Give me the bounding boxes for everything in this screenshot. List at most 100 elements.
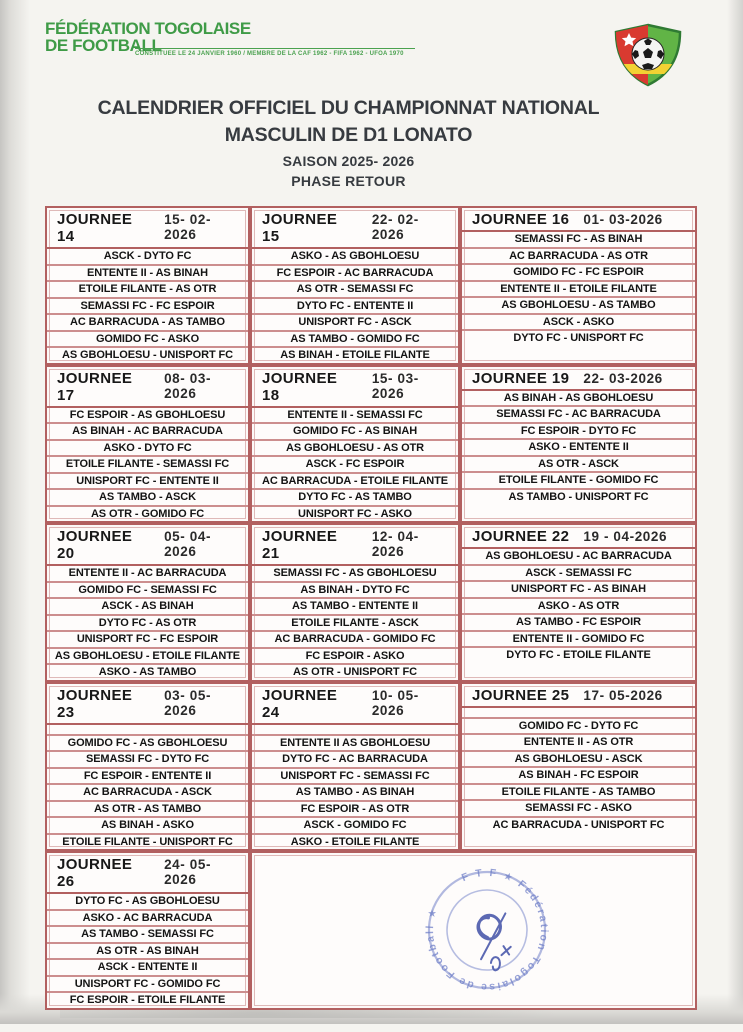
round-table: JOURNEE 23 03- 05-2026 GOMIDO FC - AS GB… xyxy=(45,681,250,851)
round-matches: ENTENTE II - SEMASSI FC GOMIDO FC - AS BI… xyxy=(252,408,458,522)
round-header: JOURNEE 19 22- 03-2026 xyxy=(462,367,695,391)
round-title: JOURNEE 19 xyxy=(472,369,570,387)
match-row: UNISPORT FC - ASCK xyxy=(252,315,458,332)
match-row: ETOILE FILANTE - AS OTR xyxy=(47,282,248,299)
org-subtitle: CONSTITUEE LE 24 JANVIER 1960 / MEMBRE D… xyxy=(135,48,415,57)
round-header: JOURNEE 22 19 - 04-2026 xyxy=(462,525,695,549)
match-row: DYTO FC - AS GBOHLOESU xyxy=(47,894,248,911)
round-date: 08- 03-2026 xyxy=(164,370,212,401)
round-title: JOURNEE 15 xyxy=(262,211,338,245)
stamp-cell: F T F ★ Fédération Togolaise de Football… xyxy=(250,845,697,1016)
ftf-crest-icon xyxy=(614,23,682,87)
round-date: 05- 04-2026 xyxy=(164,529,212,559)
match-row: AS BINAH - FC ESPOIR xyxy=(462,768,695,785)
match-row: ASCK - DYTO FC xyxy=(47,249,248,266)
round-date: 22- 03-2026 xyxy=(583,370,663,386)
match-row: FC ESPOIR - AS GBOHLOESU xyxy=(47,408,248,424)
round-title: JOURNEE 24 xyxy=(262,686,338,721)
match-row: FC ESPOIR - ETOILE FILANTE xyxy=(69,994,226,1006)
match-row: ASKO - AS GBOHLOESU xyxy=(252,249,458,266)
match-row: AS GBOHLOESU - AC BARRACUDA xyxy=(462,549,695,566)
round-matches: AS BINAH - AS GBOHLOESU SEMASSI FC - AC B… xyxy=(462,391,695,505)
match-row: UNISPORT FC - SEMASSI FC xyxy=(252,769,458,785)
round-header: JOURNEE 25 17- 05-2026 xyxy=(462,684,695,708)
match-row: FC ESPOIR - DYTO FC xyxy=(462,424,695,440)
org-name-line1: FÉDÉRATION TOGOLAISE xyxy=(45,19,251,38)
round-title: JOURNEE 21 xyxy=(262,528,338,562)
match-row: AS OTR - AS BINAH xyxy=(47,944,248,960)
match-row: UNISPORT FC - AS BINAH xyxy=(462,582,695,599)
round-table: JOURNEE 19 22- 03-2026 AS BINAH - AS GBO… xyxy=(460,364,697,523)
match-row: DYTO FC - AS TAMBO xyxy=(252,490,458,507)
match-row: ASKO - AS TAMBO xyxy=(98,666,197,678)
round-matches: DYTO FC - AS GBOHLOESU ASKO - AC BARRACUD… xyxy=(47,894,248,1008)
round-title: JOURNEE 25 xyxy=(472,686,570,704)
round-table: JOURNEE 14 15- 02-2026 ASCK - DYTO FC ENT… xyxy=(45,206,250,365)
match-row: AS GBOHLOESU - AS TAMBO xyxy=(462,298,695,315)
round-matches: ASCK - DYTO FC ENTENTE II - AS BINAH ETOIL… xyxy=(47,249,248,363)
match-row: AS TAMBO - AS BINAH xyxy=(252,785,458,802)
match-row: AS BINAH - AS GBOHLOESU xyxy=(462,391,695,407)
match-row: UNISPORT FC - FC ESPOIR xyxy=(47,632,248,649)
match-row: ASKO - ETOILE FILANTE xyxy=(290,835,420,848)
round-matches: SEMASSI FC - AS GBOHLOESU AS BINAH - DYTO… xyxy=(252,566,458,680)
match-row: AC BARRACUDA - AS OTR xyxy=(462,249,695,265)
match-row: AC BARRACUDA - UNISPORT FC xyxy=(492,818,665,831)
svg-text:F T F ★ Fédération Togolaise d: F T F ★ Fédération Togolaise de Football… xyxy=(402,845,573,1016)
title-block: CALENDRIER OFFICIEL DU CHAMPIONNAT NATIO… xyxy=(0,97,697,189)
round-header: JOURNEE 26 24- 05-2026 xyxy=(47,853,248,894)
match-row: AS TAMBO - GOMIDO FC xyxy=(252,332,458,348)
match-row: AS TAMBO - ASCK xyxy=(47,490,248,507)
round-table: JOURNEE 24 10- 05-2026 ENTENTE II AS GBO… xyxy=(250,681,460,851)
match-row: DYTO FC - AS OTR xyxy=(47,616,248,632)
match-row: DYTO FC - UNISPORT FC xyxy=(513,332,644,344)
match-row: AS TAMBO - ENTENTE II xyxy=(252,599,458,616)
match-row: ENTENTE II - AS OTR xyxy=(462,735,695,752)
match-row: SEMASSI FC - AC BARRACUDA xyxy=(462,407,695,424)
round-title: JOURNEE 22 xyxy=(472,528,570,545)
round-title: JOURNEE 26 xyxy=(57,856,133,890)
match-row: ETOILE FILANTE - SEMASSI FC xyxy=(47,457,248,474)
match-row: AS BINAH - DYTO FC xyxy=(252,583,458,599)
match-row: UNISPORT FC - ENTENTE II xyxy=(47,474,248,490)
match-row: AS OTR - ASCK xyxy=(462,457,695,473)
match-row: SEMASSI FC - AS BINAH xyxy=(462,232,695,249)
round-date: 15- 03-2026 xyxy=(371,370,419,401)
match-row: ETOILE FILANTE - GOMIDO FC xyxy=(462,473,695,490)
match-row: ASCK - SEMASSI FC xyxy=(462,566,695,582)
round-header: JOURNEE 15 22- 02-2026 xyxy=(252,208,458,249)
round-title: JOURNEE 20 xyxy=(57,528,133,562)
match-row: AS BINAH - ASKO xyxy=(47,818,248,835)
match-row: AS TAMBO - SEMASSI FC xyxy=(47,927,248,944)
match-row: ENTENTE II - AC BARRACUDA xyxy=(47,566,248,583)
match-row: ASCK - ASKO xyxy=(462,315,695,331)
match-row: GOMIDO FC - SEMASSI FC xyxy=(47,583,248,599)
round-table: JOURNEE 20 05- 04-2026 ENTENTE II - AC B… xyxy=(45,523,250,682)
match-row: DYTO FC - ENTENTE II xyxy=(252,299,458,315)
round-header: JOURNEE 23 03- 05-2026 xyxy=(47,684,248,725)
match-row: ASCK - GOMIDO FC xyxy=(252,818,458,835)
match-row: ETOILE FILANTE - UNISPORT FC xyxy=(62,835,233,848)
match-row: SEMASSI FC - ASKO xyxy=(462,801,695,818)
round-header: JOURNEE 18 15- 03-2026 xyxy=(252,367,458,408)
match-row: ASCK - FC ESPOIR xyxy=(252,457,458,474)
match-row: UNISPORT FC - GOMIDO FC xyxy=(47,977,248,993)
round-table: JOURNEE 15 22- 02-2026 ASKO - AS GBOHLOE… xyxy=(250,206,460,365)
match-row: ASKO - AC BARRACUDA xyxy=(47,911,248,927)
round-matches: FC ESPOIR - AS GBOHLOESU AS BINAH - AC BA… xyxy=(47,408,248,522)
match-row: FC ESPOIR - ASKO xyxy=(252,649,458,665)
match-row: AS GBOHLOESU - AS OTR xyxy=(252,441,458,457)
match-row: AS OTR - AS TAMBO xyxy=(47,802,248,818)
scan-shadow-right xyxy=(727,0,743,1024)
match-row: ASKO - DYTO FC xyxy=(47,441,248,457)
org-name-line2: DE FOOTBALL xyxy=(45,36,162,55)
match-row: AS BINAH - AC BARRACUDA xyxy=(47,424,248,441)
round-header: JOURNEE 17 08- 03-2026 xyxy=(47,367,248,408)
round-table: JOURNEE 18 15- 03-2026 ENTENTE II - SEMA… xyxy=(250,364,460,523)
round-table: JOURNEE 16 01- 03-2026 SEMASSI FC - AS B… xyxy=(460,206,697,365)
match-row: DYTO FC - AC BARRACUDA xyxy=(252,752,458,769)
match-row: GOMIDO FC - FC ESPOIR xyxy=(462,265,695,282)
round-table: JOURNEE 26 24- 05-2026 DYTO FC - AS GBOH… xyxy=(45,851,250,1010)
round-header-gap xyxy=(47,725,248,736)
